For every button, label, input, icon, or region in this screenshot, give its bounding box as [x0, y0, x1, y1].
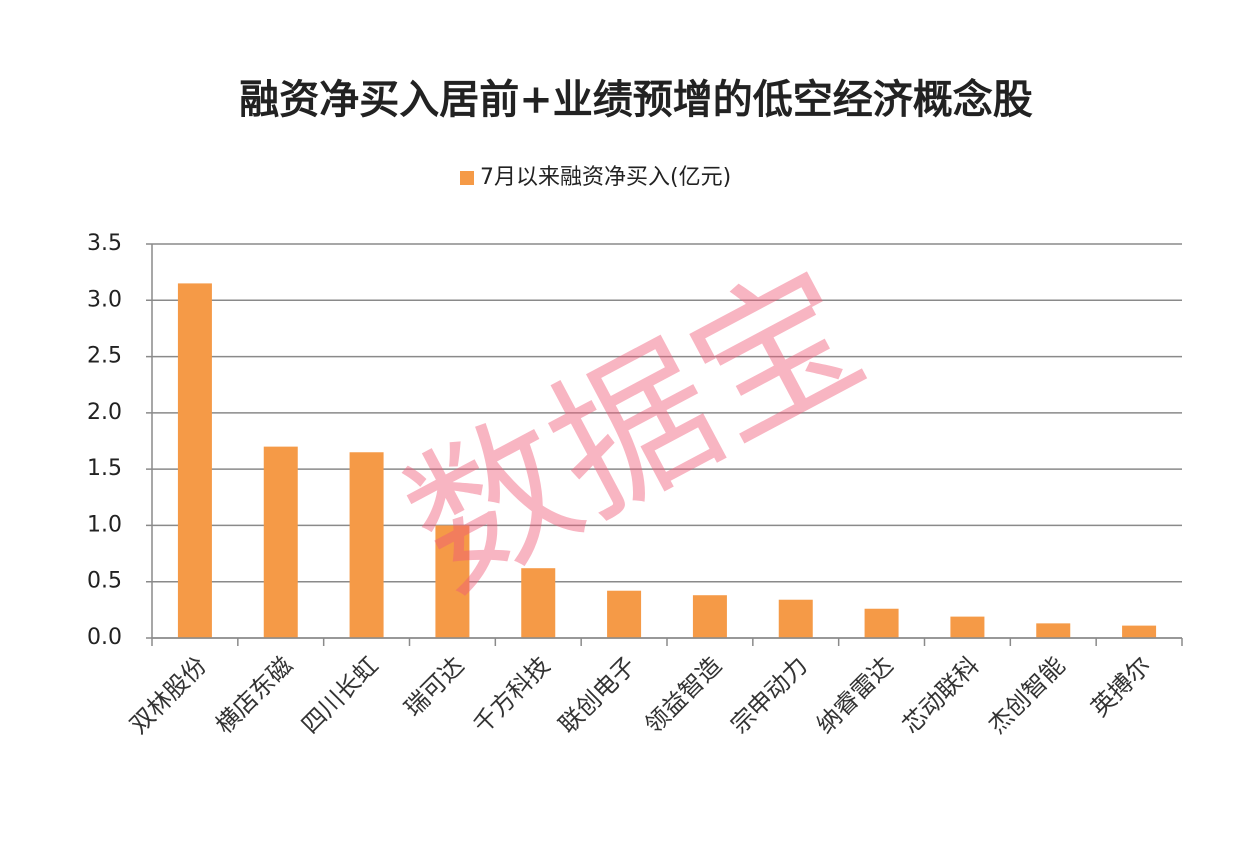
y-tick-label: 0.5 [87, 569, 122, 594]
y-tick-label: 3.0 [87, 287, 122, 312]
bar [1036, 623, 1071, 638]
bar [177, 283, 212, 638]
bar [607, 590, 642, 638]
bar [692, 595, 727, 638]
bar [263, 446, 298, 638]
legend-label: 7月以来融资净买入(亿元) [480, 165, 731, 190]
y-tick-label: 3.5 [87, 231, 122, 256]
y-tick-label: 1.5 [87, 456, 122, 481]
y-tick-label: 2.5 [87, 344, 122, 369]
y-tick-label: 1.0 [87, 512, 122, 537]
y-tick-label: 0.0 [87, 625, 122, 650]
bar [864, 608, 899, 638]
legend-swatch [460, 171, 474, 185]
bar [778, 599, 813, 638]
bar [435, 525, 470, 638]
bar [521, 568, 556, 638]
bar [950, 616, 985, 638]
y-tick-label: 2.0 [87, 400, 122, 425]
bar [1122, 625, 1157, 638]
chart-title: 融资净买入居前+业绩预增的低空经济概念股 [239, 76, 1033, 123]
bar [349, 452, 384, 638]
